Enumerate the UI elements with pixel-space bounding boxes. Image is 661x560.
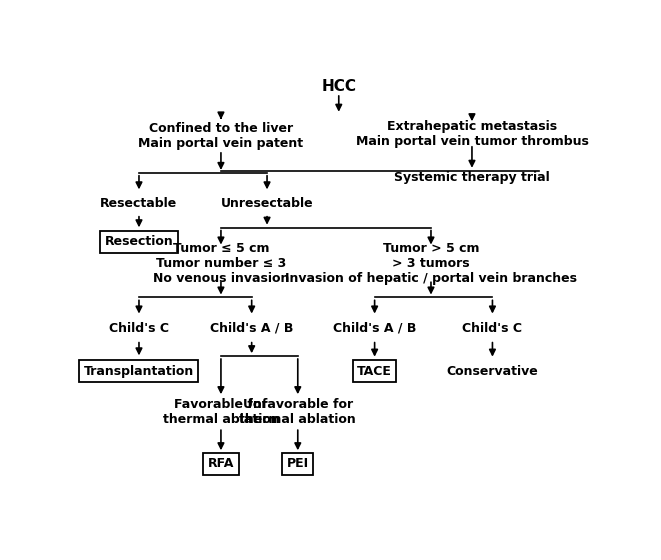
Text: Unfavorable for
thermal ablation: Unfavorable for thermal ablation <box>239 398 356 426</box>
Text: Child's A / B: Child's A / B <box>333 321 416 334</box>
Text: Conservative: Conservative <box>447 365 538 377</box>
Text: Transplantation: Transplantation <box>84 365 194 377</box>
Text: RFA: RFA <box>208 458 234 470</box>
Text: HCC: HCC <box>321 79 356 94</box>
Text: Systemic therapy trial: Systemic therapy trial <box>394 171 550 184</box>
Text: TACE: TACE <box>357 365 392 377</box>
Text: Child's A / B: Child's A / B <box>210 321 293 334</box>
Text: PEI: PEI <box>287 458 309 470</box>
Text: Confined to the liver
Main portal vein patent: Confined to the liver Main portal vein p… <box>138 122 303 150</box>
Text: Resectable: Resectable <box>100 197 178 209</box>
Text: Extrahepatic metastasis
Main portal vein tumor thrombus: Extrahepatic metastasis Main portal vein… <box>356 120 588 148</box>
Text: Child's C: Child's C <box>463 321 522 334</box>
Text: Child's C: Child's C <box>109 321 169 334</box>
Text: Unresectable: Unresectable <box>221 197 313 209</box>
Text: Tumor > 5 cm
> 3 tumors
Invasion of hepatic / portal vein branches: Tumor > 5 cm > 3 tumors Invasion of hepa… <box>285 242 577 285</box>
Text: Favorable for
thermal ablation: Favorable for thermal ablation <box>163 398 280 426</box>
Text: Tumor ≤ 5 cm
Tumor number ≤ 3
No venous invasion: Tumor ≤ 5 cm Tumor number ≤ 3 No venous … <box>153 242 289 285</box>
Text: Resection: Resection <box>104 235 173 248</box>
